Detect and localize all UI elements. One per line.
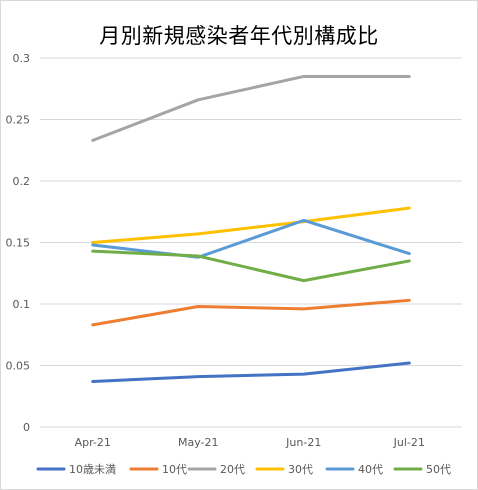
series-line-5: [91, 218, 411, 259]
y-tick-label: 0.3: [13, 52, 31, 65]
gridlines: [40, 57, 462, 428]
legend-label: 10歳未満: [69, 463, 116, 476]
legend: 10歳未満 10代 20代 30代 40代 50代: [36, 463, 451, 476]
y-tick-label: 0.05: [6, 360, 31, 373]
y-tick-label: 0.25: [6, 114, 31, 127]
series-line-6: [91, 249, 411, 283]
x-tick-label: Jun-21: [285, 436, 321, 449]
series-line-2: [91, 298, 411, 327]
legend-label: 20代: [220, 463, 245, 476]
y-tick-label: 0.2: [13, 175, 31, 188]
legend-label: 10代: [162, 463, 187, 476]
legend-label: 50代: [426, 463, 451, 476]
chart-title: 月別新規感染者年代別構成比: [99, 24, 379, 48]
x-tick-label: May-21: [178, 436, 219, 449]
series-line-1: [91, 361, 411, 383]
y-tick-label: 0.1: [13, 298, 31, 311]
series-lines: [91, 74, 411, 383]
y-tick-label: 0: [23, 421, 30, 434]
y-tick-label: 0.15: [6, 237, 31, 250]
series-line-3: [91, 74, 411, 142]
x-tick-label: Jul-21: [393, 436, 425, 449]
y-axis-tick-labels: 0 0.05 0.1 0.15 0.2 0.25 0.3: [6, 52, 31, 434]
x-tick-label: Apr-21: [75, 436, 111, 449]
legend-label: 40代: [358, 463, 383, 476]
series-line-4: [91, 206, 411, 244]
x-axis-tick-labels: Apr-21 May-21 Jun-21 Jul-21: [75, 436, 425, 449]
legend-label: 30代: [288, 463, 313, 476]
